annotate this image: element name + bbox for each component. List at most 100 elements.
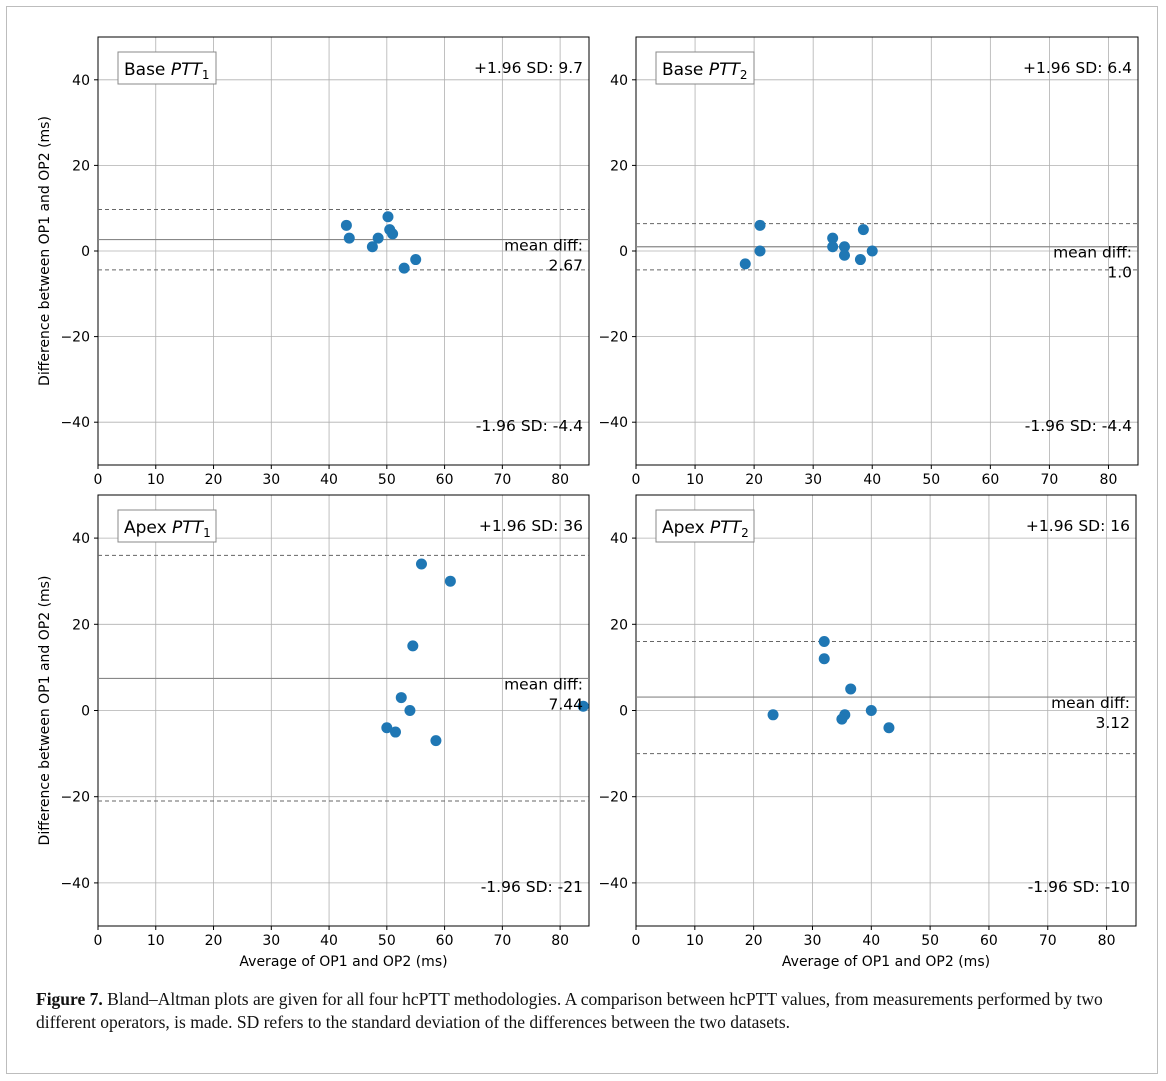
upper-sd-label: +1.96 SD: 9.7 xyxy=(474,59,583,77)
x-tick-label: 10 xyxy=(147,933,165,949)
mean-diff-label: mean diff: xyxy=(504,237,583,255)
x-tick-label: 20 xyxy=(745,472,763,488)
x-tick-label: 60 xyxy=(980,933,998,949)
mean-diff-label: mean diff: xyxy=(1051,694,1130,712)
data-point xyxy=(387,228,399,240)
x-tick-label: 50 xyxy=(378,472,396,488)
y-tick-label: 20 xyxy=(72,158,90,174)
chart-panel-2: 0 10 20 30 40 50 60 70 80 −40 −20 0 20 40 +1.96 SD: 6.… xyxy=(598,36,1139,488)
lower-sd-label: -1.96 SD: -4.4 xyxy=(476,417,583,435)
data-point xyxy=(395,692,407,704)
y-tick-label: 20 xyxy=(610,617,628,633)
y-tick-label: 0 xyxy=(81,704,90,720)
y-tick-label: 20 xyxy=(72,617,90,633)
title-box xyxy=(655,51,755,85)
y-axis-label: Difference between OP1 and OP2 (ms) xyxy=(37,576,53,846)
data-point xyxy=(866,245,878,257)
title-box xyxy=(117,509,217,543)
caption-label: Figure 7. xyxy=(36,989,103,1009)
x-tick-label: 50 xyxy=(921,933,939,949)
y-tick-label: 40 xyxy=(610,531,628,547)
mean-diff-value: 3.12 xyxy=(1095,714,1130,732)
x-tick-label: 70 xyxy=(493,933,511,949)
y-tick-label: 40 xyxy=(610,73,628,89)
data-point xyxy=(857,224,869,236)
x-tick-label: 80 xyxy=(551,933,569,949)
upper-sd-label: +1.96 SD: 6.4 xyxy=(1023,59,1132,77)
data-point xyxy=(398,262,410,274)
data-point xyxy=(381,722,393,734)
data-point xyxy=(410,254,422,266)
data-point xyxy=(389,726,401,738)
x-tick-label: 30 xyxy=(804,472,822,488)
data-point xyxy=(827,241,839,253)
y-tick-label: −40 xyxy=(60,415,90,431)
x-tick-label: 20 xyxy=(205,472,223,488)
data-point xyxy=(430,735,442,747)
panel-title: Base PTT2 xyxy=(662,60,747,82)
mean-diff-value: 2.67 xyxy=(548,257,583,275)
data-point xyxy=(865,705,877,716)
data-point xyxy=(883,722,895,734)
y-tick-label: −40 xyxy=(60,876,90,892)
data-point xyxy=(838,241,850,253)
data-point xyxy=(404,705,416,716)
x-tick-label: 30 xyxy=(262,933,280,949)
x-tick-label: 50 xyxy=(378,933,396,949)
data-point xyxy=(415,558,427,570)
data-point xyxy=(767,709,779,721)
data-point xyxy=(382,211,394,223)
x-tick-label: 70 xyxy=(1039,933,1057,949)
x-tick-label: 40 xyxy=(320,472,338,488)
mean-diff-label: mean diff: xyxy=(1053,244,1132,262)
y-tick-label: −40 xyxy=(598,415,628,431)
lower-sd-label: -1.96 SD: -10 xyxy=(1028,878,1130,896)
figure-caption: Figure 7. Bland–Altman plots are given f… xyxy=(36,988,1126,1034)
data-point xyxy=(444,575,456,587)
data-point xyxy=(838,249,850,261)
x-tick-label: 30 xyxy=(804,933,822,949)
x-tick-label: 10 xyxy=(147,472,165,488)
y-tick-label: 0 xyxy=(81,244,90,260)
y-tick-label: 0 xyxy=(619,704,628,720)
data-point xyxy=(827,232,839,244)
title-box xyxy=(655,509,755,543)
mean-diff-label: mean diff: xyxy=(504,675,583,693)
y-tick-label: 20 xyxy=(610,158,628,174)
x-tick-label: 10 xyxy=(686,933,704,949)
y-tick-label: 40 xyxy=(72,73,90,89)
x-tick-label: 70 xyxy=(1040,472,1058,488)
data-point xyxy=(854,254,866,266)
y-axis-label: Difference between OP1 and OP2 (ms) xyxy=(37,116,53,386)
chart-panel-3: 0 10 20 30 40 50 60 70 80 −40 −20 0 20 40 +1.96 SD: 36… xyxy=(37,494,590,970)
x-tick-label: 0 xyxy=(632,933,641,949)
y-tick-label: −20 xyxy=(598,790,628,806)
x-axis-label: Average of OP1 and OP2 (ms) xyxy=(239,954,447,970)
title-box xyxy=(117,51,217,85)
data-point xyxy=(340,219,352,231)
data-point xyxy=(754,245,766,257)
data-point xyxy=(343,232,355,244)
plots-area: 0 10 20 30 40 50 60 70 80 −40 −20 0 20 40 +1.96 SD: 9.… xyxy=(37,36,1139,970)
caption-text: Bland–Altman plots are given for all fou… xyxy=(36,989,1103,1032)
data-point xyxy=(739,258,751,270)
x-tick-label: 60 xyxy=(436,933,454,949)
panel-title: Base PTT1 xyxy=(124,60,209,82)
data-point xyxy=(818,636,830,648)
y-tick-label: 40 xyxy=(72,531,90,547)
data-point xyxy=(836,713,848,725)
x-axis-label: Average of OP1 and OP2 (ms) xyxy=(782,954,990,970)
mean-diff-value: 7.44 xyxy=(548,695,583,713)
x-tick-label: 10 xyxy=(686,472,704,488)
y-tick-label: 0 xyxy=(619,244,628,260)
x-tick-label: 0 xyxy=(94,933,103,949)
y-tick-label: −20 xyxy=(598,330,628,346)
x-tick-label: 40 xyxy=(320,933,338,949)
x-tick-label: 40 xyxy=(863,472,881,488)
data-point xyxy=(754,219,766,231)
data-point xyxy=(577,700,589,712)
x-tick-label: 80 xyxy=(1098,933,1116,949)
data-point xyxy=(845,683,857,695)
x-tick-label: 70 xyxy=(493,472,511,488)
x-tick-label: 80 xyxy=(1100,472,1118,488)
